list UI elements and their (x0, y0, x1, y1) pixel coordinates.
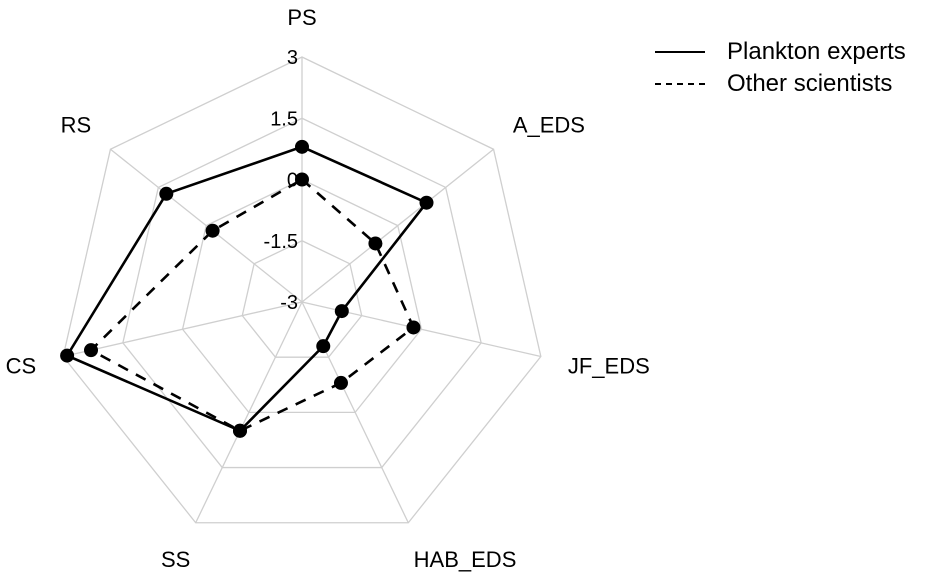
tick-label: -1.5 (264, 231, 298, 253)
series-line-plankton-experts (65, 145, 429, 433)
chart-legend: Plankton experts Other scientists (655, 36, 906, 100)
axis-label-ss: SS (161, 547, 190, 572)
axis-label-jf-eds: JF_EDS (568, 353, 650, 378)
axis-label-rs: RS (61, 112, 92, 137)
grid-ring-3 (181, 178, 423, 414)
data-point-plankton-experts-cs (60, 348, 75, 363)
data-point-other-scientists-rs (205, 223, 220, 238)
data-point-other-scientists-hab-eds (333, 375, 348, 390)
axis-spoke-ss (195, 301, 303, 524)
axis-label-a-eds: A_EDS (513, 112, 585, 137)
radial-tick-labels: 3 1.5 0 -1.5 -3 (264, 47, 298, 314)
series-line-other-scientists (88, 177, 416, 433)
legend-item-other-scientists: Other scientists (655, 68, 906, 100)
data-point-other-scientists-cs (84, 343, 99, 358)
tick-label: 3 (287, 47, 298, 69)
data-point-plankton-experts-rs (159, 186, 174, 201)
axis-spoke-rs (110, 148, 303, 303)
axis-spoke-cs (62, 301, 303, 358)
axis-label-ps: PS (287, 5, 316, 30)
data-point-plankton-experts-hab-eds (316, 339, 331, 354)
tick-label: 1.5 (270, 108, 298, 130)
tick-label: -3 (280, 292, 298, 314)
axis-spoke-a-eds (301, 148, 494, 303)
axis-labels: PS A_EDS JF_EDS HAB_EDS SS CS RS (6, 5, 650, 572)
legend-label: Other scientists (727, 70, 893, 97)
legend-item-plankton-experts: Plankton experts (655, 36, 906, 68)
radar-grid (62, 56, 542, 524)
grid-ring-2 (122, 117, 482, 469)
grid-ring-1 (62, 56, 542, 524)
data-point-plankton-experts-ps (295, 139, 309, 154)
grid-ring-4 (241, 240, 363, 358)
data-point-other-scientists-ss (232, 423, 247, 438)
legend-swatch-dashed (655, 83, 705, 85)
data-point-plankton-experts-a-eds (419, 195, 434, 210)
axis-label-cs: CS (6, 353, 37, 378)
data-point-plankton-experts-jf-eds (334, 304, 349, 319)
legend-label: Plankton experts (727, 38, 906, 65)
axis-spoke-hab-eds (301, 301, 409, 524)
legend-swatch-solid (655, 51, 705, 53)
data-point-other-scientists-jf-eds (406, 320, 421, 335)
data-point-other-scientists-a-eds (368, 236, 383, 251)
axis-label-hab-eds: HAB_EDS (414, 547, 517, 572)
tick-label: 0 (287, 170, 298, 192)
series-layer (60, 139, 434, 438)
data-point-other-scientists-ps (295, 172, 309, 187)
